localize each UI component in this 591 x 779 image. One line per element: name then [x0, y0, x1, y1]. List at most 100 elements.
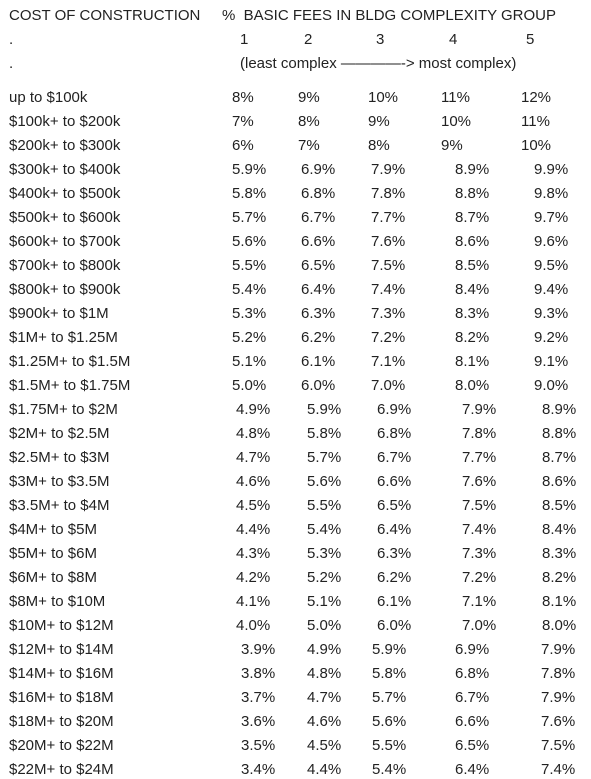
cost-range: $16M+ to $18M [9, 689, 114, 706]
cost-range: $14M+ to $16M [9, 665, 114, 682]
fee-percent: 6.7% [301, 209, 336, 226]
cost-range: $400k+ to $500k [9, 185, 121, 202]
fee-percent: 7% [232, 113, 254, 130]
fee-percent: 3.8% [241, 665, 276, 682]
fee-percent: 9.6% [534, 233, 569, 250]
fee-percent: 6.5% [377, 497, 412, 514]
fee-percent: 3.7% [241, 689, 276, 706]
fee-percent: 6.6% [301, 233, 336, 250]
fee-percent: 9.5% [534, 257, 569, 274]
fee-percent: 8.2% [542, 569, 577, 586]
fee-percent: 5.2% [232, 329, 267, 346]
fee-percent: 9.8% [534, 185, 569, 202]
fee-percent: 8% [298, 113, 320, 130]
fee-percent: 5.6% [372, 713, 407, 730]
fee-percent: 4.8% [236, 425, 271, 442]
group-number: 2 [304, 31, 313, 48]
fee-percent: 4.6% [307, 713, 342, 730]
cost-range: $300k+ to $400k [9, 161, 121, 178]
cost-range: $1M+ to $1.25M [9, 329, 118, 346]
fee-percent: 8.8% [455, 185, 490, 202]
fee-percent: 9% [298, 89, 320, 106]
fee-percent: 7.6% [541, 713, 576, 730]
fee-percent: 11% [521, 113, 550, 130]
fee-percent: 9.9% [534, 161, 569, 178]
column-title: COST OF CONSTRUCTION [9, 7, 201, 24]
fee-percent: 6.4% [377, 521, 412, 538]
cost-range: $12M+ to $14M [9, 641, 114, 658]
dot: . [9, 55, 14, 72]
cost-range: $700k+ to $800k [9, 257, 121, 274]
fee-percent: 5.5% [232, 257, 267, 274]
fee-percent: 8.6% [542, 473, 577, 490]
fee-percent: 8.1% [455, 353, 490, 370]
fee-percent: 6% [232, 137, 254, 154]
fee-percent: 8.4% [455, 281, 490, 298]
fee-percent: 6.9% [455, 641, 490, 658]
cost-range: $2M+ to $2.5M [9, 425, 110, 442]
fee-percent: 7.8% [371, 185, 406, 202]
fee-percent: 7.9% [541, 641, 576, 658]
fee-percent: 8% [232, 89, 254, 106]
fee-percent: 5.5% [372, 737, 407, 754]
fee-percent: 8.7% [455, 209, 490, 226]
fee-percent: 9% [368, 113, 390, 130]
fee-percent: 9% [441, 137, 463, 154]
fee-percent: 9.0% [534, 377, 569, 394]
cost-range: up to $100k [9, 89, 88, 106]
group-number: 4 [449, 31, 458, 48]
fee-percent: 5.8% [372, 665, 407, 682]
cost-range: $1.5M+ to $1.75M [9, 377, 131, 394]
fee-percent: 6.1% [377, 593, 412, 610]
fee-percent: 10% [368, 89, 399, 106]
fee-percent: 3.5% [241, 737, 276, 754]
fee-percent: 6.4% [455, 761, 490, 778]
fee-percent: 8.9% [455, 161, 490, 178]
cost-range: $3.5M+ to $4M [9, 497, 110, 514]
fee-percent: 4.4% [236, 521, 271, 538]
fee-percent: 11% [441, 89, 470, 106]
fee-percent: 7.6% [462, 473, 497, 490]
fee-percent: 8% [368, 137, 390, 154]
fee-percent: 9.7% [534, 209, 569, 226]
fee-percent: 4.8% [307, 665, 342, 682]
fee-percent: 8.6% [455, 233, 490, 250]
fee-percent: 6.1% [301, 353, 336, 370]
fee-percent: 7.9% [462, 401, 497, 418]
fee-percent: 5.3% [232, 305, 267, 322]
cost-range: $8M+ to $10M [9, 593, 106, 610]
cost-range: $200k+ to $300k [9, 137, 121, 154]
fee-percent: 8.8% [542, 425, 577, 442]
fee-percent: 6.2% [377, 569, 412, 586]
fee-percent: 7.6% [371, 233, 406, 250]
cost-range: $900k+ to $1M [9, 305, 109, 322]
fee-percent: 7.4% [371, 281, 406, 298]
fee-percent: 8.5% [542, 497, 577, 514]
fee-percent: 5.1% [307, 593, 342, 610]
fee-percent: 5.9% [372, 641, 407, 658]
fee-percent: 7% [298, 137, 320, 154]
fee-percent: 7.1% [371, 353, 406, 370]
fee-percent: 5.4% [372, 761, 407, 778]
fee-percent: 8.9% [542, 401, 577, 418]
cost-range: $1.25M+ to $1.5M [9, 353, 131, 370]
fee-percent: 4.9% [307, 641, 342, 658]
fee-percent: 5.4% [307, 521, 342, 538]
fee-percent: 8.0% [455, 377, 490, 394]
cost-range: $20M+ to $22M [9, 737, 114, 754]
fee-percent: 4.3% [236, 545, 271, 562]
group-number: 1 [240, 31, 249, 48]
fee-percent: 6.0% [377, 617, 412, 634]
fee-percent: 6.0% [301, 377, 336, 394]
group-number: 3 [376, 31, 385, 48]
fee-percent: 6.5% [455, 737, 490, 754]
fee-percent: 7.3% [371, 305, 406, 322]
fee-percent: 5.2% [307, 569, 342, 586]
fee-percent: 7.4% [541, 761, 576, 778]
fee-percent: 10% [521, 137, 552, 154]
fee-percent: 5.8% [232, 185, 267, 202]
fee-percent: 5.7% [307, 449, 342, 466]
fee-percent: 6.5% [301, 257, 336, 274]
cost-range: $100k+ to $200k [9, 113, 121, 130]
fee-percent: 5.7% [372, 689, 407, 706]
